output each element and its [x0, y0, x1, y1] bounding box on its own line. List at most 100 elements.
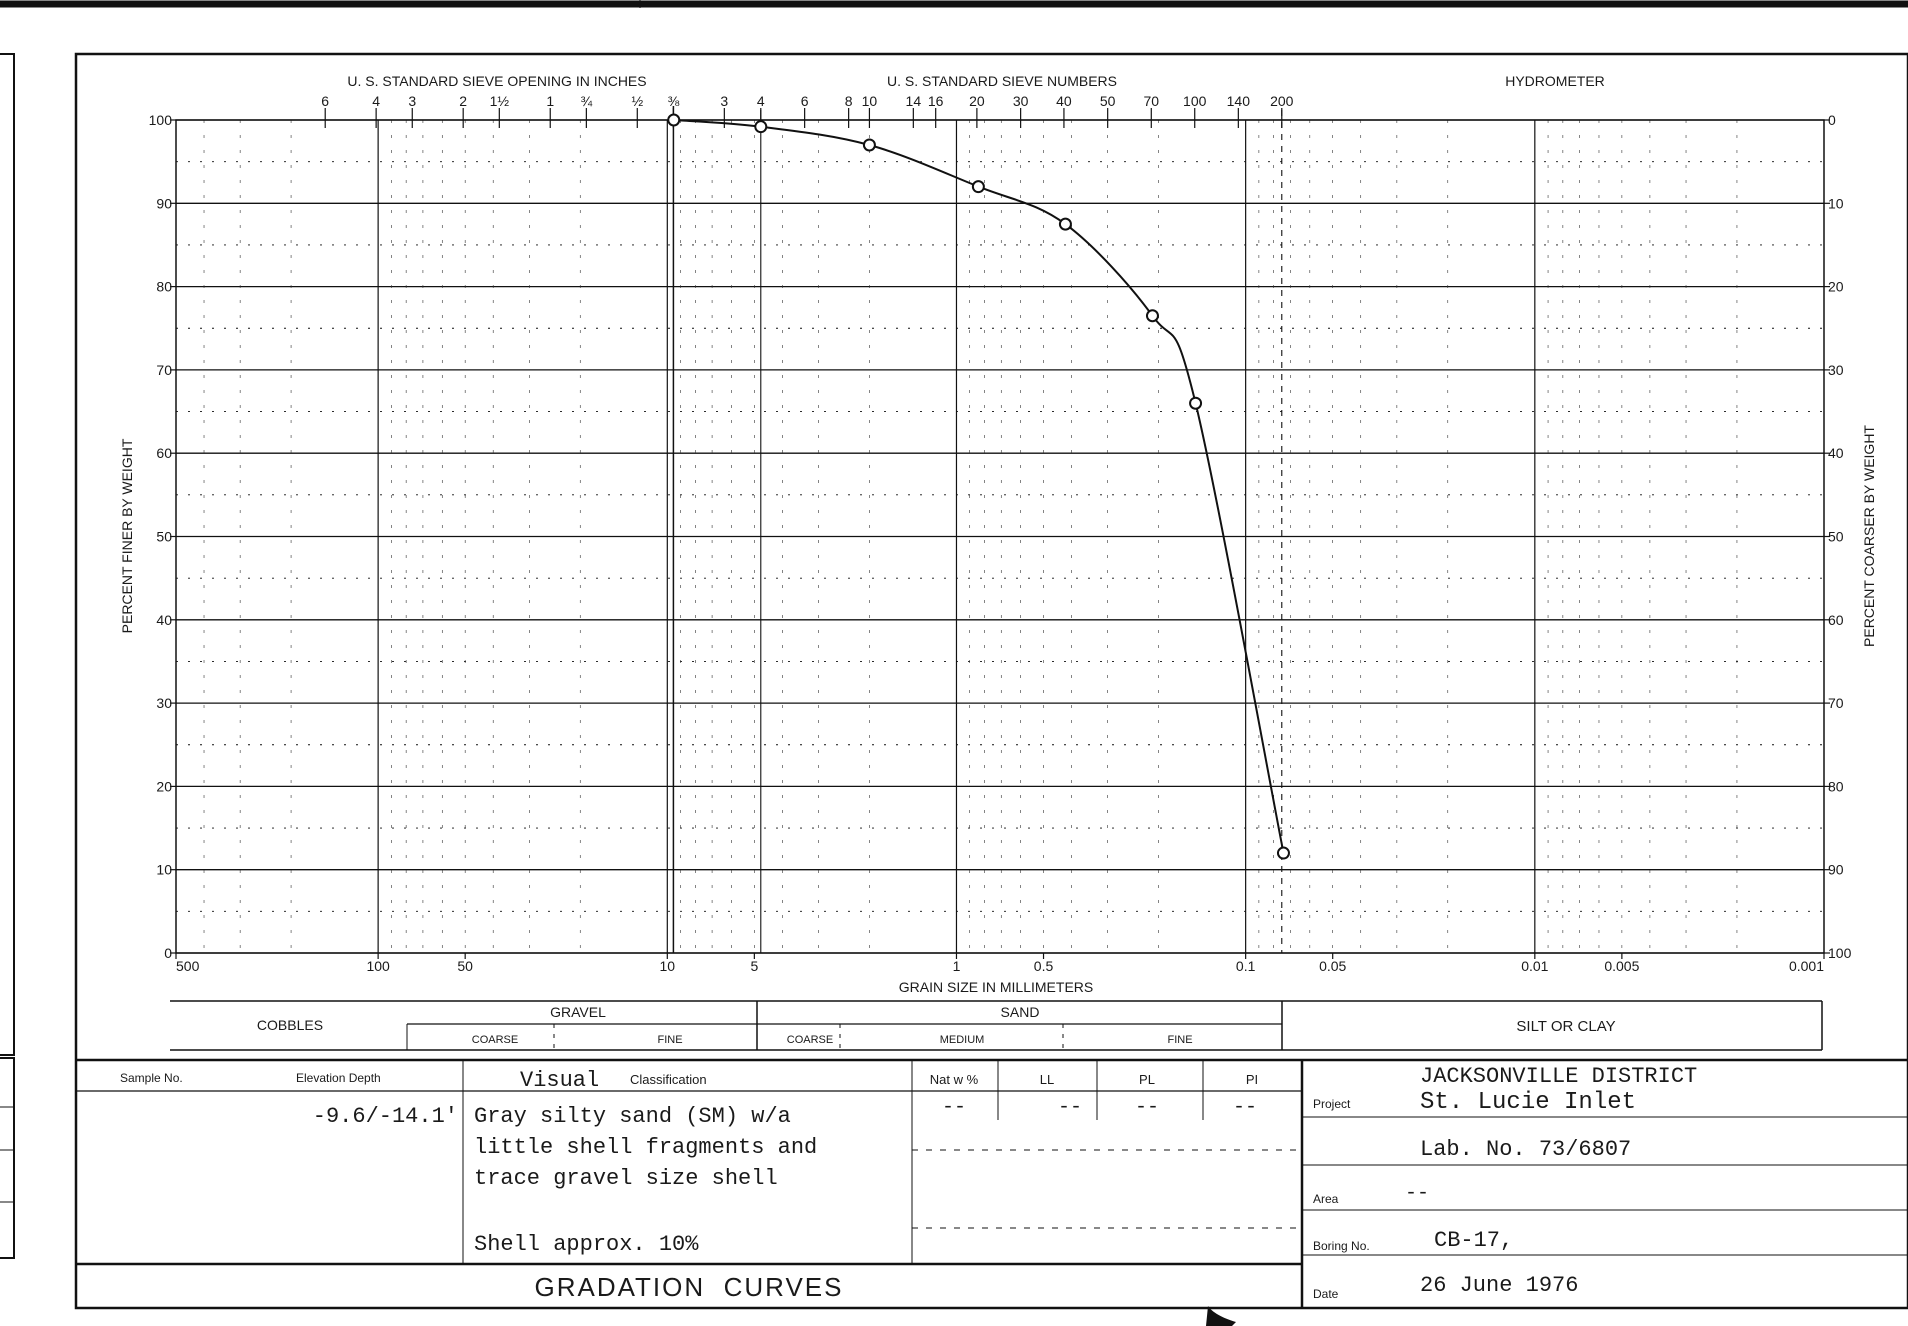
data-point: [1058, 217, 1072, 231]
y-right-tick-label: 90: [1828, 862, 1844, 878]
cell-ll: --: [1058, 1096, 1082, 1119]
y-left-tick-label: 30: [156, 695, 172, 711]
chart-grid: [175, 119, 1824, 954]
y-axis-left-title: PERCENT FINER BY WEIGHT: [119, 438, 135, 633]
x-tick-label: 5: [750, 958, 758, 974]
x-tick-label: 100: [366, 958, 390, 974]
sieve-tick-label: 4: [372, 93, 380, 109]
y-left-tick-label: 90: [156, 195, 172, 211]
y-axis-right-title: PERCENT COARSER BY WEIGHT: [1861, 425, 1877, 647]
sieve-tick-label: 70: [1143, 93, 1159, 109]
boring-label: Boring No.: [1313, 1239, 1370, 1253]
band-sand-medium: MEDIUM: [940, 1034, 985, 1046]
band-silt-clay: SILT OR CLAY: [1516, 1018, 1615, 1035]
data-point: [971, 180, 985, 194]
date-value: 26 June 1976: [1420, 1273, 1578, 1298]
col-pl: PL: [1139, 1072, 1155, 1087]
x-tick-label: 10: [660, 958, 676, 974]
y-left-tick-label: 70: [156, 362, 172, 378]
cell-description-2: little shell fragments and: [474, 1135, 817, 1160]
cell-pl: --: [1135, 1096, 1159, 1119]
y-left-tick-label: 100: [149, 112, 173, 128]
sieve-tick-label: 50: [1100, 93, 1116, 109]
x-axis-title: GRAIN SIZE IN MILLIMETERS: [899, 979, 1093, 995]
band-sand: SAND: [1001, 1004, 1040, 1020]
col-nat-w: Nat w %: [930, 1072, 979, 1087]
data-point: [754, 120, 768, 134]
col-ll: LL: [1040, 1072, 1054, 1087]
project-value: St. Lucie Inlet: [1420, 1089, 1636, 1116]
col-sample-no: Sample No.: [120, 1071, 183, 1085]
left-lower-box: [0, 1057, 15, 1259]
y-left-tick-label: 60: [156, 445, 172, 461]
sieve-tick-label: ¾: [581, 93, 593, 109]
col-classification: Classification: [630, 1072, 707, 1087]
band-gravel: GRAVEL: [550, 1004, 606, 1020]
y-axis-right: 0 10 20 30 40 50 60 70 80 90 100: [1824, 112, 1852, 961]
band-sand-coarse: COARSE: [787, 1034, 833, 1046]
gradation-curve: [673, 119, 1285, 854]
sieve-tick-label: 3: [408, 93, 416, 109]
sieve-tick-label: 200: [1270, 93, 1294, 109]
x-tick-label: 0.1: [1236, 958, 1256, 974]
sieve-tick-label: 1½: [490, 93, 510, 109]
x-tick-label: 0.01: [1521, 958, 1548, 974]
col-pi: PI: [1246, 1072, 1258, 1087]
sample-table: Sample No. Elevation Depth Visual Classi…: [76, 1058, 1908, 1308]
left-margin-box: [0, 53, 15, 1056]
ink-mark: [1206, 1306, 1236, 1326]
sieve-tick-label: 30: [1013, 93, 1029, 109]
x-tick-label: 0.005: [1604, 958, 1639, 974]
y-left-tick-label: 10: [156, 862, 172, 878]
y-right-tick-label: 80: [1828, 778, 1844, 794]
district-name: JACKSONVILLE DISTRICT: [1420, 1064, 1697, 1089]
project-block: JACKSONVILLE DISTRICT Project St. Lucie …: [1302, 1064, 1908, 1301]
sieve-tick-label: 14: [906, 93, 922, 109]
col-elevation: Elevation Depth: [296, 1071, 381, 1085]
band-gravel-coarse: COARSE: [472, 1034, 518, 1046]
data-point: [1276, 846, 1290, 860]
y-left-tick-label: 20: [156, 778, 172, 794]
hydrometer-title: HYDROMETER: [1505, 73, 1605, 89]
sieve-tick-label: 2: [459, 93, 467, 109]
y-axis-left: 0 10 20 30 40 50 60 70 80 90 100: [149, 112, 176, 961]
x-tick-label: 0.5: [1034, 958, 1054, 974]
sieve-tick-label: 1: [546, 93, 554, 109]
data-point: [862, 138, 876, 152]
y-right-tick-label: 100: [1828, 945, 1852, 961]
y-left-tick-label: 50: [156, 529, 172, 545]
data-points: [667, 113, 1290, 860]
sieve-tick-label: 40: [1056, 93, 1072, 109]
y-left-tick-label: 0: [164, 945, 172, 961]
y-right-tick-label: 60: [1828, 612, 1844, 628]
lab-no: Lab. No. 73/6807: [1420, 1137, 1631, 1162]
sieve-tick-label: 140: [1227, 93, 1251, 109]
y-right-tick-label: 70: [1828, 695, 1844, 711]
sieve-tick-label: 20: [969, 93, 985, 109]
y-right-tick-label: 50: [1828, 529, 1844, 545]
project-label: Project: [1313, 1097, 1351, 1111]
sieve-tick-label: 10: [862, 93, 878, 109]
x-tick-label: 500: [176, 958, 200, 974]
sieve-inches-title: U. S. STANDARD SIEVE OPENING IN INCHES: [347, 73, 646, 89]
cell-pi: --: [1233, 1096, 1257, 1119]
classification-band: COBBLES GRAVEL COARSE FINE SAND COARSE M…: [170, 1000, 1823, 1051]
y-right-tick-label: 0: [1828, 112, 1836, 128]
sieve-tick-label: 3: [720, 93, 728, 109]
y-right-tick-label: 40: [1828, 445, 1844, 461]
main-frame: [74, 52, 1908, 1310]
data-point: [1189, 396, 1203, 410]
y-left-tick-label: 80: [156, 279, 172, 295]
area-value: --: [1405, 1182, 1429, 1205]
cell-nat-w: --: [942, 1096, 966, 1119]
date-label: Date: [1313, 1287, 1339, 1301]
y-right-tick-label: 20: [1828, 279, 1844, 295]
sieve-tick-label: 6: [801, 93, 809, 109]
cell-elevation: -9.6/-14.1': [313, 1104, 458, 1129]
cell-description-1: Gray silty sand (SM) w/a: [474, 1104, 791, 1129]
top-sieve-scale: 6 4 3 2 1½ 1 ¾ ½ ⅜ 3 4 6 8 10 14 16 20 30 40 50 70 100 140 200: [321, 93, 1294, 953]
x-tick-label: 1: [953, 958, 961, 974]
band-sand-fine: FINE: [1167, 1034, 1192, 1046]
sieve-tick-label: ⅜: [668, 93, 680, 109]
x-tick-label: 50: [457, 958, 473, 974]
